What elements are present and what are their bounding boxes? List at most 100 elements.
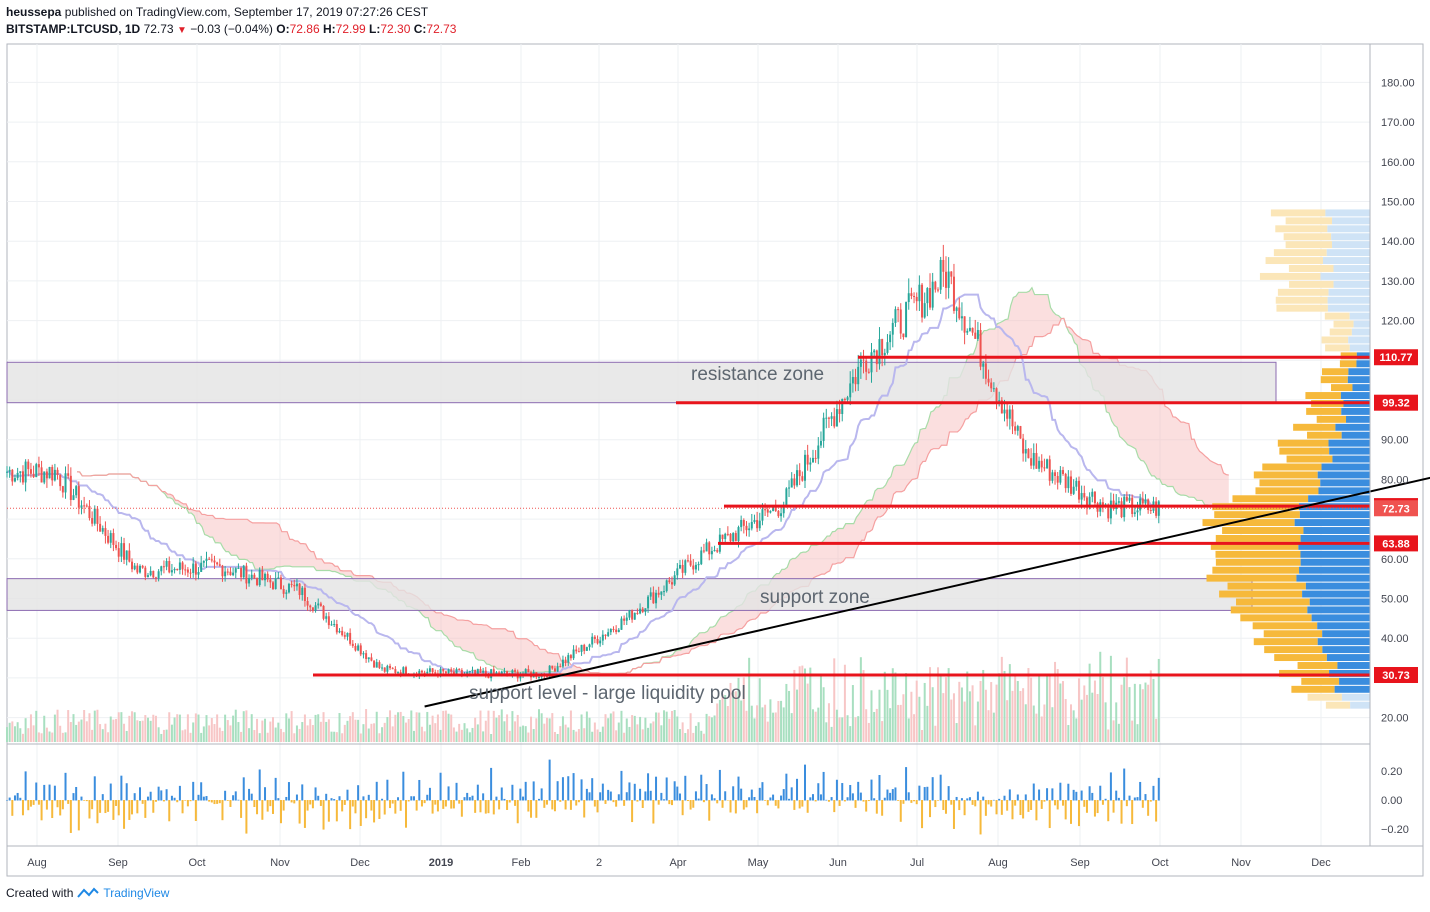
candle-body: [322, 605, 325, 619]
candle-body: [146, 575, 149, 577]
osc-bar: [750, 789, 753, 801]
candle-body: [149, 570, 152, 576]
support-level-label[interactable]: support level - large liquidity pool: [469, 683, 746, 704]
osc-bar: [952, 800, 955, 829]
volume-bar: [867, 722, 870, 742]
volume-bar: [479, 710, 482, 742]
osc-bar: [1109, 772, 1112, 801]
osc-bar: [37, 800, 40, 805]
osc-bar: [226, 800, 229, 801]
volume-bar: [24, 718, 27, 742]
osc-bar: [897, 800, 900, 801]
volume-bar: [631, 715, 634, 742]
osc-bar: [250, 793, 253, 801]
vp-buy: [1325, 344, 1350, 352]
candle-body: [843, 398, 846, 400]
osc-bar: [740, 788, 743, 801]
vp-sell: [1322, 630, 1370, 638]
candle-body: [567, 655, 570, 663]
resistance-zone-label[interactable]: resistance zone: [691, 364, 824, 385]
osc-bar: [67, 800, 70, 804]
candle-body: [1030, 458, 1033, 466]
candle-body: [431, 668, 434, 673]
tradingview-brand[interactable]: TradingView: [103, 886, 170, 900]
time-tick-label: Sep: [108, 857, 128, 869]
candle-body: [913, 296, 916, 298]
trendline[interactable]: [424, 475, 1430, 708]
price-levels[interactable]: [7, 355, 1370, 677]
candle-body: [1008, 409, 1011, 419]
osc-bar: [492, 800, 495, 815]
candle-body: [726, 533, 729, 535]
candle-body: [862, 359, 865, 361]
volume-bar: [240, 731, 243, 742]
volume-bar: [702, 733, 705, 742]
candle-body: [272, 582, 274, 590]
candle-body: [434, 672, 437, 674]
osc-bar: [1152, 785, 1155, 801]
time-tick-label: Oct: [188, 857, 205, 869]
volume-bar: [878, 689, 881, 742]
candle-body: [976, 330, 979, 339]
osc-bar: [1091, 792, 1094, 801]
candle-body: [729, 533, 732, 542]
osc-bar: [1149, 800, 1152, 802]
candle-body: [482, 670, 485, 673]
candle-body: [1139, 498, 1142, 511]
cloud-fill: [77, 287, 1229, 674]
volume-bar: [226, 720, 229, 742]
vp-sell: [1353, 320, 1370, 328]
osc-bar: [1125, 800, 1128, 807]
osc-bar: [1077, 800, 1080, 827]
vp-sell: [1332, 217, 1370, 225]
osc-bar: [1099, 785, 1102, 801]
osc-tick-label: 0.20: [1381, 766, 1402, 778]
osc-bar: [617, 794, 620, 801]
candle-body: [817, 445, 820, 459]
volume-bar: [351, 712, 354, 742]
volume-bar: [99, 724, 102, 742]
osc-bar: [186, 800, 189, 807]
candle-body: [248, 577, 251, 584]
osc-bar: [6, 800, 8, 801]
candle-body: [955, 307, 958, 311]
osc-bar: [923, 787, 926, 801]
candle-body: [1006, 409, 1009, 419]
vp-buy: [1215, 550, 1301, 558]
candle-body: [13, 478, 16, 482]
vp-sell: [1328, 288, 1370, 296]
candle-body: [764, 509, 767, 511]
candle-body: [644, 608, 647, 612]
candle-body: [72, 495, 75, 500]
candle-body: [144, 567, 147, 577]
volume-bar: [447, 713, 450, 742]
support-zone-label[interactable]: support zone: [760, 587, 870, 608]
candle-body: [152, 570, 155, 578]
candle-body: [266, 573, 269, 580]
author-name[interactable]: heussepa: [6, 5, 62, 19]
volume-bar: [939, 675, 942, 742]
candle-body: [968, 327, 971, 331]
osc-bar: [351, 800, 354, 807]
osc-bar: [338, 796, 341, 801]
candle-body: [902, 333, 905, 338]
candle-body: [67, 473, 70, 476]
volume-bar: [780, 700, 783, 742]
volume-bar: [32, 725, 35, 742]
osc-bar: [522, 796, 525, 801]
vp-sell: [1296, 574, 1370, 582]
candle-body: [311, 607, 314, 611]
osc-bar: [213, 800, 216, 805]
candle-body: [886, 342, 889, 353]
osc-bar: [963, 800, 966, 816]
volume-bar: [293, 733, 296, 742]
osc-bar: [538, 798, 540, 801]
volume-bar: [559, 726, 562, 742]
osc-bar: [825, 799, 828, 801]
volume-bar: [830, 726, 833, 742]
volume-bar: [194, 713, 197, 742]
candle-body: [713, 550, 716, 552]
price-tick-label: 180.00: [1381, 77, 1415, 89]
volume-bar: [37, 732, 40, 742]
